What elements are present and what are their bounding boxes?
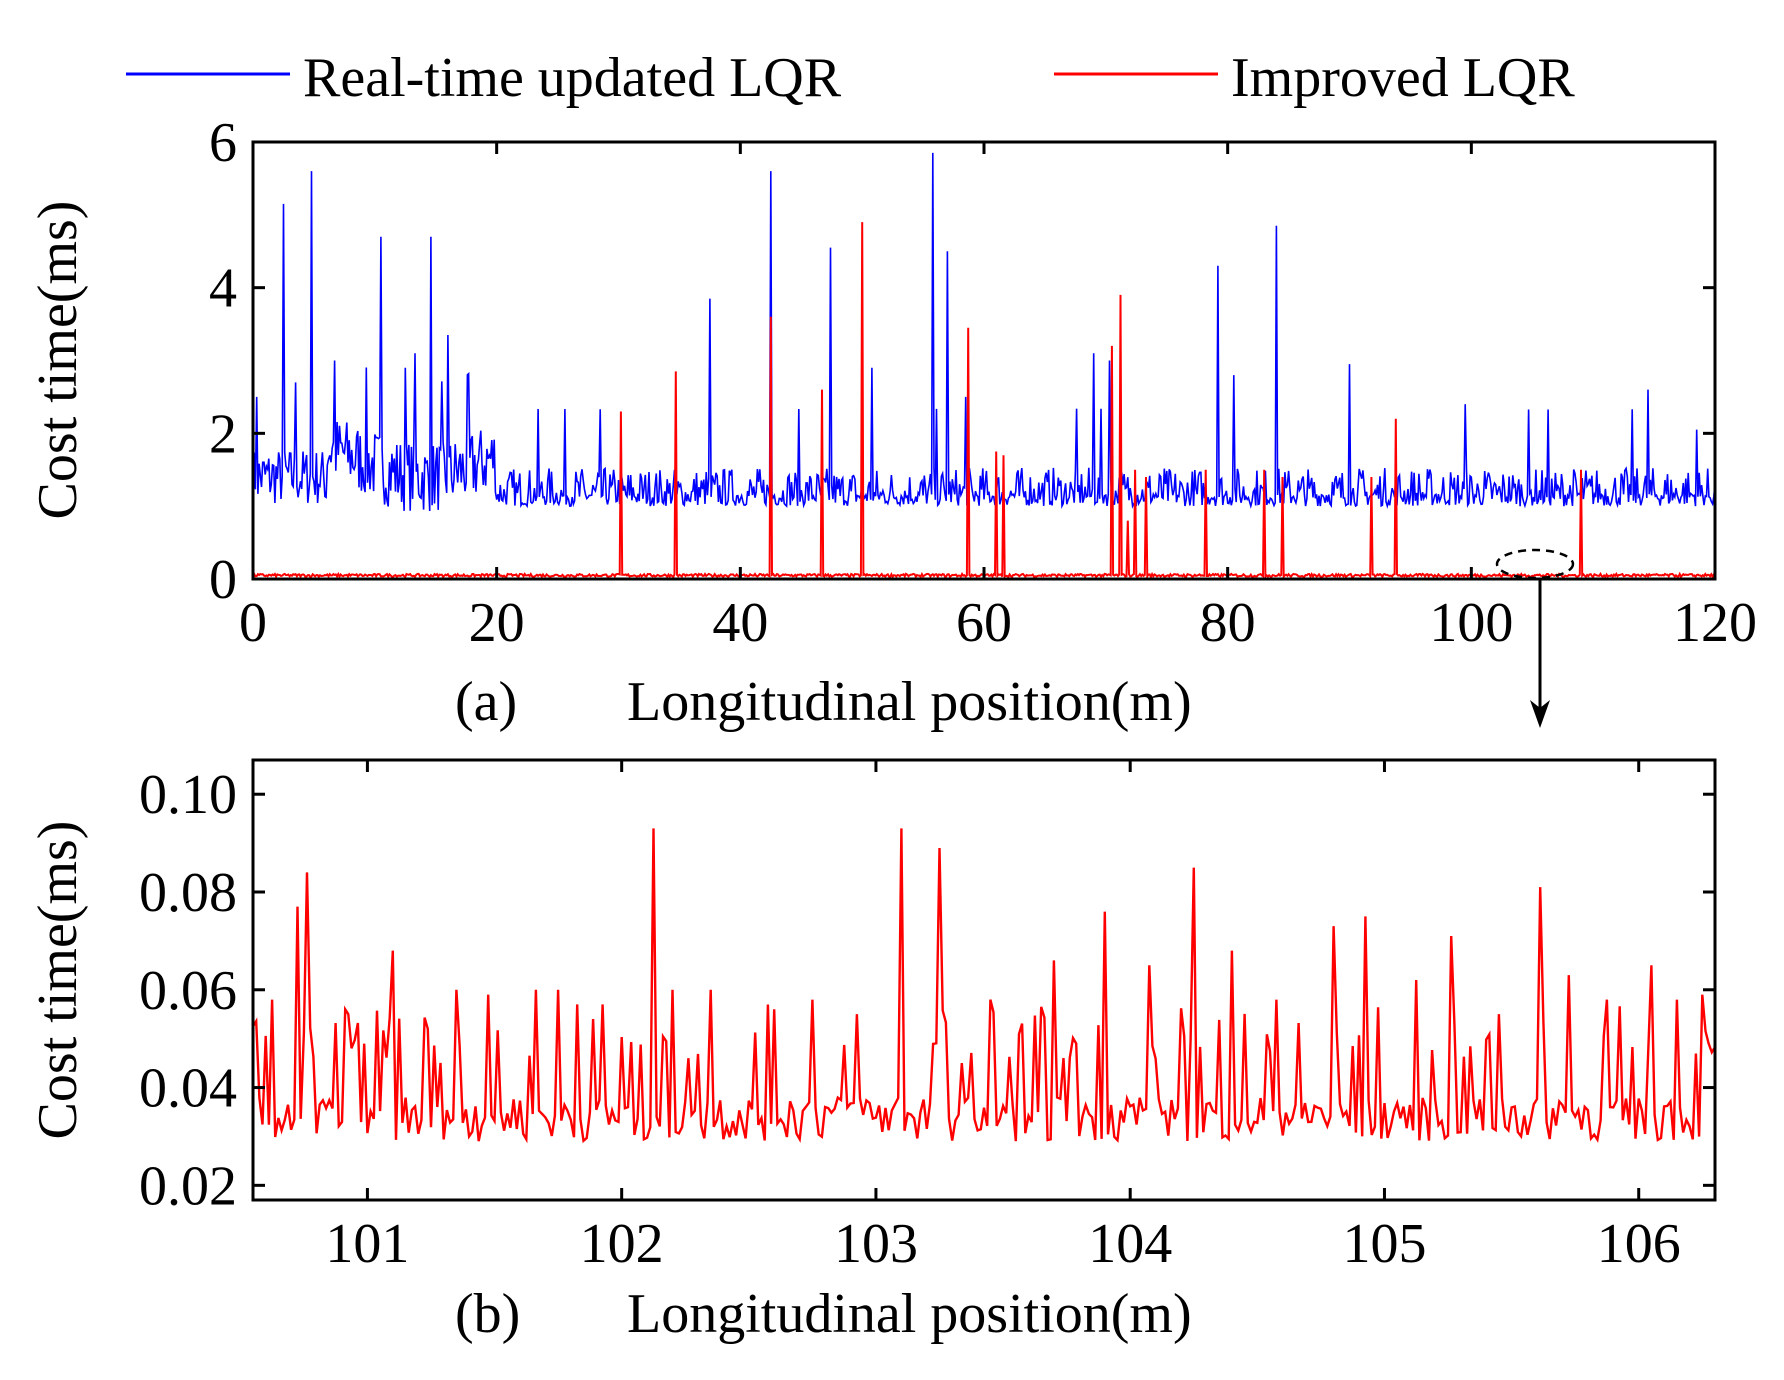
y-tick-label: 0: [209, 549, 237, 611]
legend-label-realtime-lqr: Real-time updated LQR: [303, 47, 842, 109]
y-tick-label: 2: [209, 403, 237, 465]
y-tick-label: 0.02: [139, 1155, 237, 1217]
x-tick-label: 106: [1597, 1213, 1681, 1275]
y-tick-label: 4: [209, 258, 237, 320]
x-tick-label: 20: [469, 592, 525, 654]
panel-b-frame: [251, 758, 1717, 1202]
zoom-region-ellipse: [1495, 548, 1575, 580]
x-tick-label: 120: [1673, 592, 1757, 654]
series-line-realtime-lqr: [252, 152, 1716, 512]
x-tick-label: 0: [239, 592, 267, 654]
x-tick-label: 104: [1088, 1213, 1172, 1275]
y-tick-label: 0.04: [139, 1058, 237, 1120]
panel-a-ticks: 0 20 40 60 80 100 120 0 2 4 6: [209, 112, 1757, 654]
y-tick-label: 0.10: [139, 764, 237, 826]
y-tick-label: 0.08: [139, 862, 237, 924]
panel-a-tag: (a): [455, 671, 517, 733]
zoom-arrow-head: [1530, 700, 1550, 728]
series-line-improved-lqr-zoom: [251, 828, 1717, 1144]
y-tick-label: 0.06: [139, 960, 237, 1022]
x-tick-label: 102: [580, 1213, 664, 1275]
legend: Real-time updated LQR Improved LQR: [126, 47, 1575, 109]
legend-label-improved-lqr: Improved LQR: [1231, 47, 1575, 109]
series-line-improved-lqr: [252, 222, 1716, 580]
x-tick-label: 103: [834, 1213, 918, 1275]
panel-a-xlabel: Longitudinal position(m): [627, 671, 1192, 733]
y-tick-label: 6: [209, 112, 237, 174]
x-tick-label: 40: [712, 592, 768, 654]
panel-a-ylabel: Cost time(ms): [27, 201, 89, 520]
panel-a-frame: [251, 140, 1717, 581]
x-tick-label: 101: [325, 1213, 409, 1275]
panel-a-series: [252, 152, 1716, 580]
panel-b-ylabel: Cost time(ms): [27, 821, 89, 1140]
x-tick-label: 100: [1429, 592, 1513, 654]
panel-b-chart: 101 102 103 104 105 106 0.02 0.04 0.06 0.08 0.10 (…: [27, 758, 1717, 1345]
panel-b-xlabel: Longitudinal position(m): [627, 1283, 1192, 1345]
panel-a-chart: 0 20 40 60 80 100 120 0 2 4 6 (a) Longitudinal pos…: [27, 112, 1757, 733]
panel-b-tag: (b): [455, 1283, 520, 1345]
x-tick-label: 80: [1200, 592, 1256, 654]
x-tick-label: 60: [956, 592, 1012, 654]
panel-b-ticks: 101 102 103 104 105 106 0.02 0.04 0.06 0.08 0.10: [139, 760, 1715, 1275]
panel-b-series: [251, 828, 1717, 1144]
x-tick-label: 105: [1342, 1213, 1426, 1275]
